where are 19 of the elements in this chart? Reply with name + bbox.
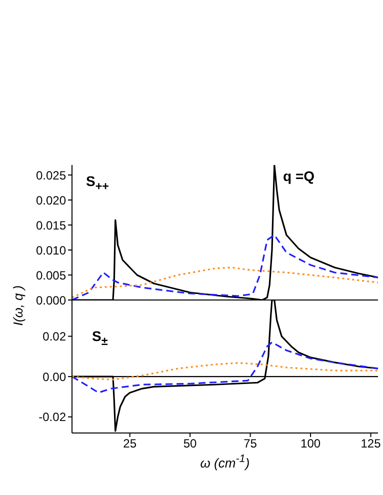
y-tick-label: 0.00 [42, 370, 66, 384]
y-tick-label: 0.015 [36, 218, 66, 232]
annotation: S$_{++}$ [86, 173, 109, 193]
y-tick-label: 0.000 [36, 293, 66, 308]
y-axis-title: I(ω, q ) [10, 284, 26, 328]
x-axis-title: ω (cm$^{-1}$) [199, 453, 251, 470]
x-tick-label: 125 [360, 436, 382, 451]
y-tick-label: 0.005 [36, 268, 66, 282]
y-tick-label: 0.010 [36, 243, 66, 258]
x-tick-label: 75 [244, 436, 258, 451]
y-tick-label: 0.025 [36, 168, 66, 182]
x-tick-label: 50 [183, 436, 198, 451]
annotation: q =Q [283, 168, 315, 184]
annotation: S$_{±}$ [92, 328, 108, 348]
y-tick-label: 0.02 [42, 330, 66, 344]
x-tick-label: 25 [123, 436, 137, 451]
x-tick-label: 100 [300, 436, 321, 451]
y-tick-label: -0.02 [38, 410, 66, 424]
y-tick-label: 0.020 [36, 193, 66, 208]
